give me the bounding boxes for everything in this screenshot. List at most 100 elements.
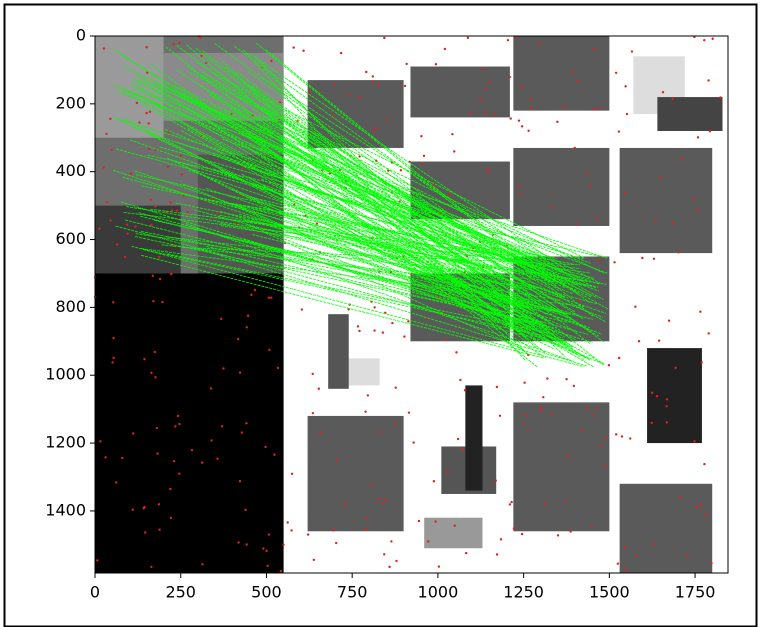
keypoint — [444, 338, 448, 342]
match-line — [131, 245, 585, 368]
keypoint — [267, 296, 271, 300]
keypoint — [661, 90, 665, 94]
keypoint — [405, 62, 408, 66]
match-line — [261, 76, 573, 278]
match-line — [183, 247, 581, 266]
keypoint — [306, 533, 310, 536]
keypoint — [567, 454, 570, 457]
keypoint — [161, 300, 164, 304]
match-line — [246, 132, 535, 339]
match-line — [214, 217, 591, 274]
keypoint — [109, 117, 112, 120]
keypoint — [373, 306, 376, 309]
keypoint — [236, 337, 240, 341]
match-line — [242, 49, 527, 362]
keypoint — [154, 205, 157, 208]
keypoint — [708, 130, 712, 133]
keypoint — [177, 414, 180, 418]
match-line — [137, 81, 599, 299]
match-line — [193, 101, 566, 289]
match-line — [165, 46, 547, 354]
keypoint — [529, 97, 532, 100]
shape — [657, 97, 723, 131]
keypoint — [711, 37, 714, 40]
keypoint — [190, 449, 194, 452]
keypoint — [311, 411, 315, 415]
keypoint — [245, 422, 248, 425]
x-tick-label: 500 — [251, 583, 282, 602]
keypoint — [371, 75, 374, 78]
keypoint — [358, 96, 361, 99]
keypoint — [667, 319, 671, 322]
keypoint — [384, 498, 387, 502]
keypoint — [302, 49, 305, 52]
keypoint — [150, 565, 153, 569]
thumbnail — [307, 415, 404, 532]
keypoint — [599, 443, 602, 447]
keypoint — [665, 421, 669, 424]
keypoint — [237, 541, 240, 544]
keypoint — [220, 425, 224, 428]
match-line — [114, 49, 561, 346]
keypoint — [109, 219, 112, 222]
keypoint — [703, 462, 706, 466]
keypoint — [142, 507, 145, 510]
keypoint — [150, 371, 153, 375]
keypoint — [696, 136, 700, 139]
keypoint — [659, 176, 662, 179]
keypoint — [634, 305, 637, 308]
keypoint — [407, 411, 411, 414]
match-line — [230, 188, 567, 315]
keypoint — [377, 83, 381, 86]
thumbnail — [619, 147, 713, 254]
keypoint — [267, 533, 271, 536]
thumbnail — [513, 36, 610, 111]
keypoint — [240, 431, 244, 434]
keypoint — [403, 84, 407, 88]
keypoint — [143, 358, 146, 361]
keypoint — [178, 41, 181, 45]
keypoint — [598, 106, 601, 110]
keypoint — [677, 251, 680, 254]
keypoint — [510, 500, 513, 504]
keypoint — [671, 97, 674, 101]
thumbnail — [410, 66, 510, 118]
keypoint — [539, 406, 542, 409]
match-line — [165, 129, 573, 295]
match-line — [259, 148, 592, 298]
keypoint — [210, 439, 213, 442]
keypoint — [186, 211, 190, 214]
match-line — [188, 169, 607, 314]
match-line — [129, 139, 569, 299]
keypoint — [420, 135, 423, 138]
keypoint — [150, 223, 153, 227]
match-line — [136, 174, 533, 264]
match-line — [254, 56, 527, 339]
keypoint — [134, 225, 137, 228]
match-line — [202, 50, 569, 348]
match-line — [224, 110, 554, 291]
keypoint — [115, 243, 119, 246]
keypoint — [585, 406, 589, 409]
keypoint — [482, 68, 485, 71]
keypoint — [699, 310, 702, 313]
keypoint — [201, 461, 204, 464]
match-line — [176, 202, 559, 283]
keypoint — [519, 193, 522, 196]
keypoint — [129, 172, 133, 175]
keypoint — [332, 529, 335, 532]
match-line — [219, 222, 534, 291]
keypoint — [596, 405, 599, 409]
keypoint — [498, 414, 502, 417]
match-line — [141, 254, 544, 359]
keypoint — [655, 394, 659, 398]
x-tick-label: 750 — [337, 583, 368, 602]
keypoint — [546, 377, 549, 380]
keypoint — [148, 110, 152, 114]
thumbnail — [513, 147, 610, 226]
match-line — [135, 233, 561, 301]
keypoint — [523, 381, 526, 384]
keypoint — [308, 90, 311, 94]
keypoint — [148, 147, 151, 151]
keypoint — [657, 339, 661, 342]
